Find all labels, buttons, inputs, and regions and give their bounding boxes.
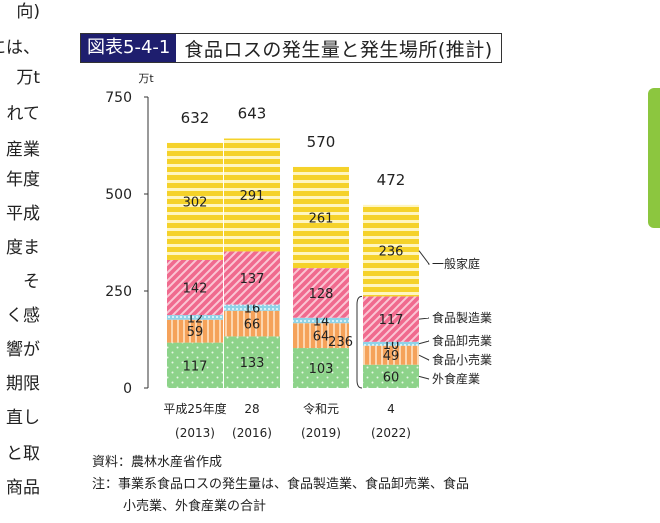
- bar-value-label: 12: [187, 311, 204, 326]
- bar-segment-household: [167, 142, 223, 260]
- side-text-line: 年度: [6, 170, 40, 190]
- bar-segment-wholesale: [167, 315, 223, 320]
- legend-leader-line: [418, 317, 430, 320]
- bar-value-label: 64: [313, 330, 330, 345]
- bar-value-label: 66: [244, 318, 261, 333]
- y-tick-label: 0: [123, 381, 132, 397]
- bar-segment-manufacturing: [224, 251, 280, 305]
- bar-segment-manufacturing: [363, 296, 419, 342]
- source-note: 資料：農林水産省作成: [92, 455, 223, 470]
- bar-total-label: 643: [238, 105, 267, 123]
- x-tick-year-label: (2019): [301, 426, 341, 440]
- bar-segment-manufacturing: [167, 259, 223, 316]
- x-tick-label: 4: [387, 402, 395, 416]
- side-text-line: 万t: [16, 68, 40, 88]
- bar-value-label: 302: [183, 195, 208, 210]
- x-tick-label: 令和元: [303, 401, 339, 416]
- legend-label-retail: 食品小売業: [432, 352, 492, 367]
- side-tab-marker[interactable]: [648, 88, 660, 228]
- y-tick-label: 500: [105, 187, 132, 203]
- bar-value-label: 133: [240, 356, 265, 371]
- bar-value-label: 291: [240, 189, 265, 204]
- bar-segment-wholesale: [293, 317, 349, 324]
- legend-leader-line: [418, 354, 430, 361]
- bar-segment-retail: [293, 323, 349, 349]
- x-tick-label: 平成25年度: [163, 401, 226, 416]
- bar-segment-retail: [363, 345, 419, 365]
- bar-value-label: 103: [309, 362, 334, 377]
- side-text-line: く感: [6, 306, 40, 326]
- business-total-label: 236: [328, 335, 353, 350]
- bar-segment-food_service: [224, 336, 280, 388]
- legend-label-wholesale: 食品卸売業: [432, 333, 492, 348]
- y-axis-unit: 万t: [138, 72, 154, 85]
- y-tick-label: 750: [105, 90, 132, 106]
- bar-segment-retail: [167, 319, 223, 343]
- bar-value-label: 14: [313, 314, 330, 329]
- bar-value-label: 16: [244, 302, 261, 317]
- side-text-line: 直し: [6, 408, 40, 428]
- side-text-line: 産業: [6, 140, 40, 160]
- figure-notes: 資料：農林水産省作成 注：事業系食品ロスの発生量は、食品製造業、食品卸売業、食品…: [92, 452, 469, 518]
- figure-title-text: 食品ロスの発生量と発生場所(推計): [184, 38, 493, 61]
- side-text-line: には、: [0, 38, 40, 58]
- bar-segment-household: [224, 138, 280, 252]
- side-text-line: 平成: [6, 204, 40, 224]
- legend-leader-line: [418, 250, 430, 265]
- x-tick-year-label: (2016): [232, 426, 272, 440]
- bar-segment-household: [363, 204, 419, 297]
- bar-total-label: 570: [307, 133, 336, 151]
- footnote-line-1: 注：事業系食品ロスの発生量は、食品製造業、食品卸売業、食品: [92, 477, 470, 492]
- legend-label-food_service: 外食産業: [432, 371, 480, 386]
- bar-segment-food_service: [293, 348, 349, 388]
- business-total-bracket: [356, 295, 363, 389]
- legend-label-household: 一般家庭: [432, 256, 480, 271]
- side-text-line: そ: [23, 272, 40, 292]
- bar-value-label: 60: [383, 370, 400, 385]
- bar-value-label: 49: [383, 349, 400, 364]
- bar-segment-wholesale: [363, 341, 419, 346]
- bar-value-label: 117: [183, 359, 208, 374]
- bar-total-label: 472: [377, 171, 406, 189]
- x-tick-label: 28: [244, 402, 259, 416]
- bar-segment-food_service: [167, 342, 223, 388]
- bar-segment-wholesale: [224, 304, 280, 311]
- x-tick-year-label: (2022): [371, 426, 411, 440]
- bar-value-label: 117: [379, 313, 404, 328]
- side-text-line: れて: [6, 104, 41, 124]
- side-text-line: 度ま: [6, 238, 40, 258]
- bar-segment-food_service: [363, 364, 419, 388]
- x-tick-year-label: (2013): [175, 426, 215, 440]
- y-tick-label: 250: [105, 284, 132, 300]
- bar-total-label: 632: [181, 109, 210, 127]
- side-text-line: 響が: [6, 340, 40, 360]
- figure-number: 図表5-4-1: [81, 34, 177, 62]
- side-text-line: 商品: [6, 478, 40, 498]
- side-text-line: 期限: [6, 374, 40, 394]
- footnote-line-2: 小売業、外食産業の合計: [123, 499, 267, 514]
- side-text-line: と取: [6, 444, 40, 464]
- bar-value-label: 128: [309, 287, 334, 302]
- bar-segment-household: [293, 166, 349, 269]
- figure-title: 図表5-4-1 食品ロスの発生量と発生場所(推計): [80, 33, 502, 63]
- side-text-line: 向): [16, 2, 40, 22]
- legend-label-manufacturing: 食品製造業: [432, 310, 492, 325]
- legend-leader-line: [418, 340, 430, 345]
- bar-value-label: 236: [379, 245, 404, 260]
- bar-value-label: 137: [240, 272, 265, 287]
- bar-value-label: 142: [183, 282, 208, 297]
- legend-leader-line: [418, 375, 430, 380]
- bar-value-label: 59: [187, 325, 204, 340]
- bar-value-label: 261: [309, 211, 334, 226]
- bar-segment-manufacturing: [293, 268, 349, 318]
- bar-segment-retail: [224, 310, 280, 337]
